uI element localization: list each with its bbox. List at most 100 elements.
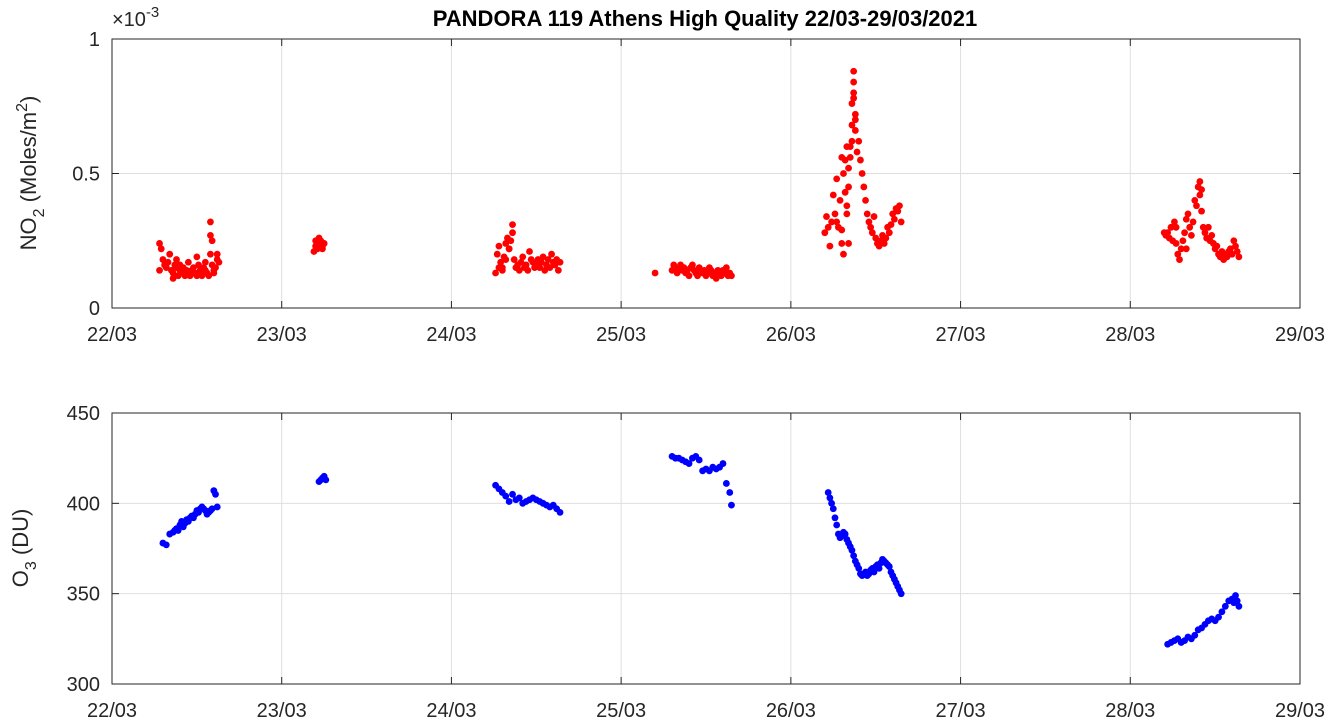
no2-data-point xyxy=(193,272,201,280)
no2-data-point xyxy=(840,250,847,258)
no2-data-point xyxy=(546,264,554,272)
no2-data-point xyxy=(848,121,856,129)
no2-data-point xyxy=(497,258,505,266)
no2-data-point xyxy=(208,237,216,245)
o3-data-point xyxy=(722,480,730,487)
no2-data-point xyxy=(541,266,549,274)
o3-data-point xyxy=(831,514,839,522)
no2-data-point xyxy=(875,242,883,250)
no2-data-point xyxy=(821,229,829,237)
no2-data-point xyxy=(1177,245,1185,253)
no2-data-point xyxy=(897,218,905,226)
no2-data-point xyxy=(887,221,895,229)
o3-x-ticks: 22/03 23/03 24/03 25/03 26/03 27/03 28/03 29/03 xyxy=(87,413,1325,722)
no2-y-tick-label: 0 xyxy=(89,298,100,320)
no2-data-point xyxy=(846,143,854,151)
no2-data-point xyxy=(722,264,730,272)
no2-data-point xyxy=(1198,207,1205,215)
no2-data-point xyxy=(863,210,871,218)
no2-data-point xyxy=(838,240,846,247)
no2-data-point xyxy=(551,261,559,269)
o3-y-axis-label: O3 (DU) xyxy=(8,509,40,588)
no2-data-point xyxy=(890,215,898,223)
no2-data-point xyxy=(1227,245,1234,253)
no2-data-point xyxy=(519,253,527,261)
no2-y-tick-label: 1 xyxy=(89,29,100,51)
no2-data-point xyxy=(865,218,873,226)
no2-data-point xyxy=(507,237,515,245)
no2-data-point xyxy=(838,226,846,234)
o3-data-point xyxy=(726,489,734,496)
no2-data-point xyxy=(162,264,170,272)
no2-data-point xyxy=(212,264,219,272)
no2-data-point xyxy=(205,272,213,280)
no2-x-tick-label: 26/03 xyxy=(766,324,816,346)
o3-data-point xyxy=(212,490,219,498)
no2-data-point xyxy=(495,242,503,250)
no2-data-point xyxy=(157,245,165,253)
no2-data-point xyxy=(495,264,503,272)
no2-data-point xyxy=(190,264,197,272)
no2-data-point xyxy=(853,148,861,156)
no2-data-point xyxy=(860,183,868,191)
o3-data-point xyxy=(1235,602,1243,610)
no2-data-point xyxy=(1172,223,1180,231)
no2-data-point xyxy=(319,245,326,253)
o3-x-tick-label: 26/03 xyxy=(766,700,816,722)
no2-data-point xyxy=(828,218,835,226)
o3-x-tick-label: 29/03 xyxy=(1275,700,1325,722)
no2-data-point xyxy=(1193,202,1200,210)
no2-data-point xyxy=(505,245,513,253)
o3-x-tick-label: 22/03 xyxy=(87,700,137,722)
no2-data-point xyxy=(1187,231,1195,239)
no2-data-point xyxy=(1179,237,1187,245)
no2-x-ticks: 22/03 23/03 24/03 25/03 26/03 27/03 28/03 29/03 xyxy=(87,39,1325,346)
no2-data-point xyxy=(1233,248,1241,255)
no2-data-point xyxy=(1167,223,1175,231)
o3-data-point xyxy=(162,541,170,549)
no2-data-point xyxy=(728,272,735,280)
no2-data-point xyxy=(524,266,532,274)
no2-data-point xyxy=(517,258,525,266)
o3-data-point xyxy=(1233,597,1241,605)
no2-data-point xyxy=(824,223,832,231)
no2-data-point xyxy=(855,137,863,145)
no2-data-point xyxy=(537,258,545,266)
o3-data-point xyxy=(685,460,693,467)
no2-data-point xyxy=(166,250,174,258)
no2-data-point xyxy=(1171,218,1178,226)
no2-data-point xyxy=(1213,242,1221,250)
no2-data-point xyxy=(502,256,510,263)
o3-data-point xyxy=(728,501,735,509)
o3-data-point xyxy=(824,489,832,496)
o3-data-point xyxy=(695,456,703,464)
no2-x-tick-label: 29/03 xyxy=(1275,324,1325,346)
no2-data-point xyxy=(843,210,851,218)
o3-data-point xyxy=(826,494,834,502)
o3-data-point xyxy=(848,546,856,554)
no2-y-ticks: 00.51 xyxy=(72,29,1300,320)
no2-data-point xyxy=(826,242,834,250)
o3-data-point xyxy=(885,563,893,570)
o3-data-point xyxy=(855,564,863,572)
no2-data-point xyxy=(156,266,163,274)
no2-data-point xyxy=(539,253,547,261)
no2-data-point xyxy=(870,213,878,220)
o3-axes-box xyxy=(111,412,1301,685)
o3-data-point xyxy=(870,568,878,576)
no2-data-point xyxy=(164,258,172,266)
no2-data-point xyxy=(843,202,851,210)
o3-x-tick-label: 23/03 xyxy=(257,700,307,722)
no2-data-point xyxy=(320,240,328,247)
o3-data-point xyxy=(897,590,905,598)
no2-data-point xyxy=(836,197,844,204)
no2-data-point xyxy=(848,100,856,107)
no2-data-point xyxy=(685,272,693,280)
o3-x-tick-label: 24/03 xyxy=(426,700,476,722)
no2-x-tick-label: 22/03 xyxy=(87,324,137,346)
o3-data-point xyxy=(1191,631,1199,639)
no2-data-point xyxy=(313,245,321,253)
no2-data-point xyxy=(509,229,516,237)
no2-data-point xyxy=(184,258,192,266)
no2-data-point xyxy=(207,250,214,258)
